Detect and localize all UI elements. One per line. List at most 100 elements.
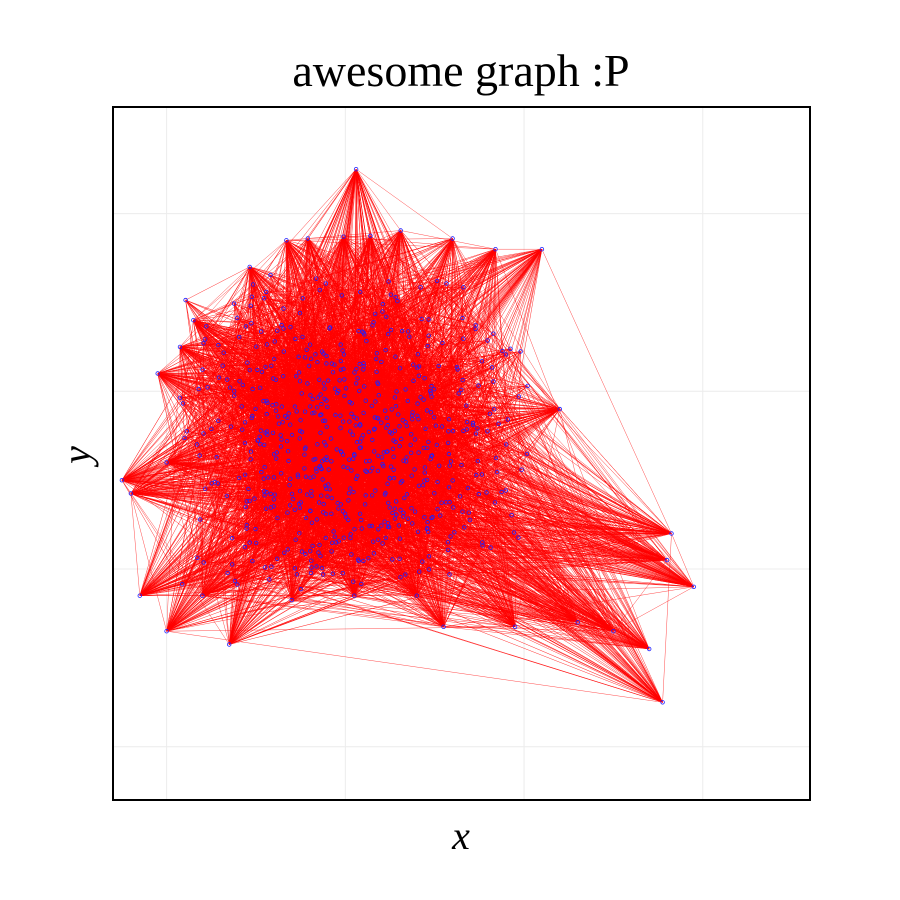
graph-edge xyxy=(436,280,694,587)
graph-edge xyxy=(233,240,287,392)
graph-edge xyxy=(424,377,560,410)
graph-edge xyxy=(157,373,355,596)
graph-edge xyxy=(229,415,418,645)
graph-edge xyxy=(423,249,496,400)
graph-edge xyxy=(216,456,663,703)
graph-edge xyxy=(121,353,324,481)
graph-edge xyxy=(376,352,672,534)
graph-edge xyxy=(139,249,543,596)
graph-edge xyxy=(157,344,341,374)
graph-edge xyxy=(307,238,694,587)
graph-edge xyxy=(286,230,401,241)
graph-edge xyxy=(121,387,261,481)
graph-edge xyxy=(411,452,668,561)
graph-edge xyxy=(361,528,694,588)
graph-edge xyxy=(343,235,371,237)
graph-edge xyxy=(179,238,453,348)
graph-edge xyxy=(229,537,519,645)
graph-edge xyxy=(281,230,401,326)
graph-edge xyxy=(344,513,516,628)
graph-edge xyxy=(321,414,418,596)
graph-edge xyxy=(386,451,694,588)
graph-edge xyxy=(360,291,443,344)
graph-edge xyxy=(426,528,672,534)
graph-edge xyxy=(316,566,444,628)
graph-edge xyxy=(198,389,203,596)
graph-edge xyxy=(130,493,141,596)
graph-edge xyxy=(435,425,694,588)
graph-edge xyxy=(237,584,444,628)
graph-edge xyxy=(166,236,344,463)
graph-edge xyxy=(390,294,560,410)
graph-edge xyxy=(199,519,203,596)
graph-edge xyxy=(307,238,418,596)
graph-edge xyxy=(296,411,650,650)
graph-edge xyxy=(357,378,672,534)
graph-edge xyxy=(405,461,516,627)
graph-edge xyxy=(496,471,663,703)
graph-edge xyxy=(365,495,663,703)
graph-edge xyxy=(227,379,444,627)
graph-edge xyxy=(193,320,355,596)
graph-edge xyxy=(323,574,650,650)
graph-edge xyxy=(431,455,663,703)
graph-edge xyxy=(193,319,387,428)
graph-edge xyxy=(121,397,181,481)
graph-edge xyxy=(446,283,694,587)
graph-edge xyxy=(121,298,265,481)
graph-edge xyxy=(310,477,355,596)
graph-edge xyxy=(310,477,668,561)
graph-edge xyxy=(228,296,396,645)
graph-edge xyxy=(424,378,650,650)
graph-edge xyxy=(289,484,663,703)
graph-edge xyxy=(343,236,376,314)
graph-edge xyxy=(228,492,267,645)
graph-edge xyxy=(418,375,672,534)
graph-edge xyxy=(354,466,392,596)
graph-edge xyxy=(202,325,476,596)
graph-edge xyxy=(130,493,444,628)
graph-edge xyxy=(179,316,387,348)
graph-edge xyxy=(435,249,543,426)
graph-edge xyxy=(166,568,296,632)
graph-edge xyxy=(264,491,663,703)
graph-edge xyxy=(179,346,203,596)
graph-edge xyxy=(493,333,650,650)
graph-edge xyxy=(228,501,248,645)
graph-edge xyxy=(495,249,498,473)
graph-edge xyxy=(411,475,694,588)
graph-edge xyxy=(355,168,453,239)
graph-edge xyxy=(277,517,516,628)
graph-edge xyxy=(433,417,694,588)
graph-edge xyxy=(466,429,694,588)
graph-edge xyxy=(343,236,496,250)
graph-edge xyxy=(374,451,694,588)
graph-edge xyxy=(475,433,694,588)
graph-edge xyxy=(197,557,292,601)
graph-edge xyxy=(121,236,344,481)
graph-edge xyxy=(422,533,672,562)
graph-edge xyxy=(378,455,694,588)
graph-edge xyxy=(487,340,672,534)
graph-edge xyxy=(228,353,324,645)
graph-edge xyxy=(249,266,694,588)
graph-edge xyxy=(263,297,694,588)
graph-edge xyxy=(370,235,694,587)
graph-edge xyxy=(130,423,280,494)
graph-edge xyxy=(286,240,560,410)
graph-edge xyxy=(255,408,694,588)
graph-edge xyxy=(356,368,560,410)
graph-edge xyxy=(249,266,342,296)
graph-edge xyxy=(321,414,694,588)
graph-edge xyxy=(452,238,561,410)
graph-edge xyxy=(249,266,499,425)
graph-edge xyxy=(277,416,663,703)
graph-edge xyxy=(228,497,333,645)
graph-edge xyxy=(363,412,694,588)
graph-edge xyxy=(166,169,357,632)
graph-edge xyxy=(354,455,663,703)
graph-edge xyxy=(417,415,672,534)
edge-layer xyxy=(121,168,695,703)
graph-edge xyxy=(264,466,444,627)
graph-edge xyxy=(121,408,560,481)
